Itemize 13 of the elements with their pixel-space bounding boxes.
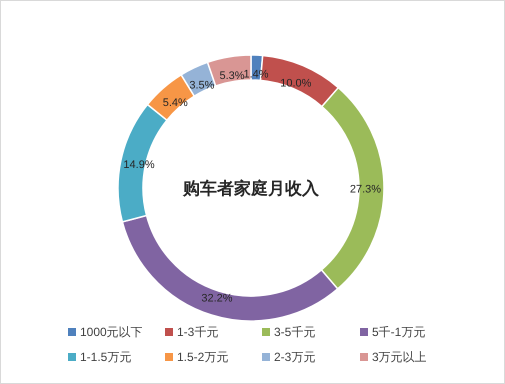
data-label: 32.2% (201, 292, 233, 304)
data-label: 3.5% (189, 80, 215, 92)
legend-label: 3万元以上 (372, 350, 427, 364)
legend-label: 1000元以下 (80, 325, 143, 339)
legend-label: 5千-1万元 (372, 325, 426, 339)
data-label: 5.3% (219, 70, 245, 82)
legend-label: 1-3千元 (177, 325, 218, 339)
legend-label: 2-3万元 (274, 350, 316, 364)
legend-label: 1-1.5万元 (80, 350, 132, 364)
data-label: 10.0% (280, 78, 312, 90)
legend-label: 1.5-2万元 (177, 350, 228, 364)
text: 购车者家庭月收入 (182, 179, 320, 198)
legend-label: 3-5千元 (274, 325, 316, 339)
